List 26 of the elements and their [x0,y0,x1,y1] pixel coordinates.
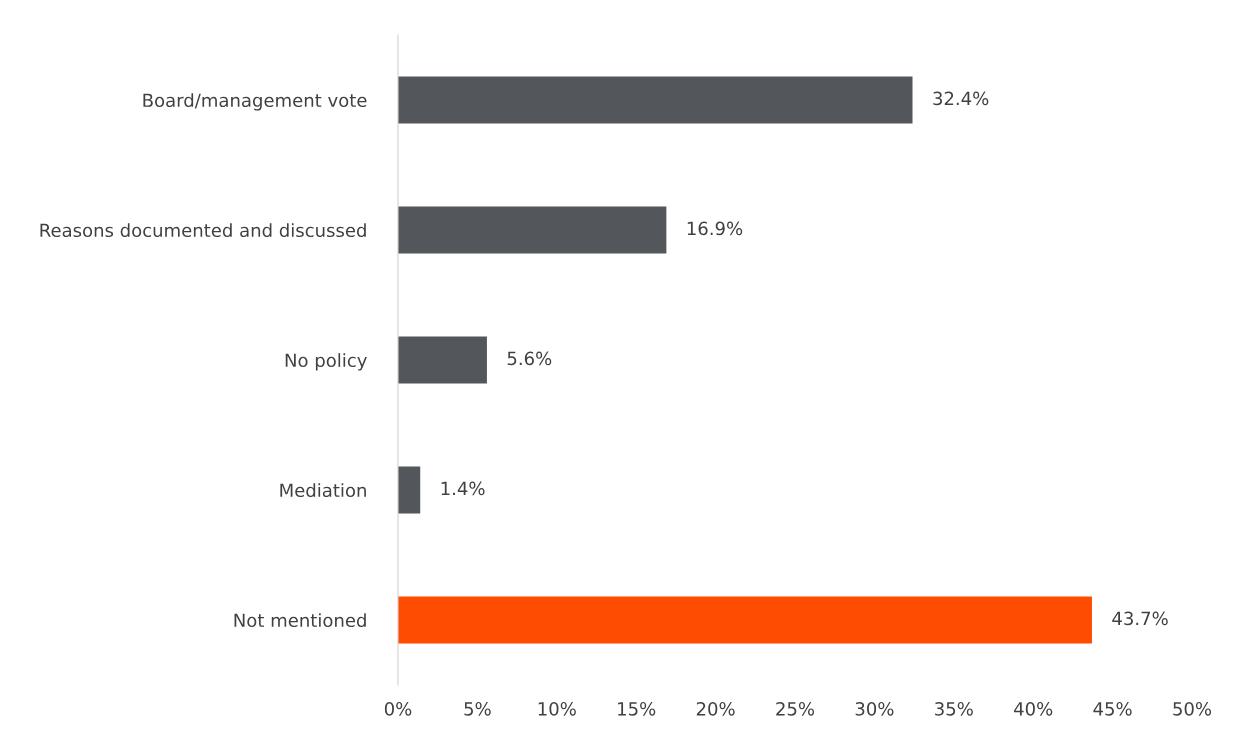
data-label: 5.6% [507,351,552,366]
data-label: 32.4% [933,91,989,106]
x-tick-label: 5% [464,701,491,716]
data-label: 43.7% [1112,611,1168,626]
bar [398,336,487,384]
y-tick-label: Board/management vote [143,93,367,111]
bar [398,466,421,514]
y-tick-label: No policy [285,353,367,371]
x-tick-label: 50% [1173,701,1212,716]
y-tick-label: Reasons documented and discussed [40,223,366,238]
x-tick-label: 30% [855,701,894,716]
x-tick-label: 40% [1014,701,1053,716]
x-tick-label: 25% [776,701,815,716]
x-tick-label: 0% [384,701,412,716]
data-label: 16.9% [687,221,743,236]
y-tick-label: Mediation [280,483,366,498]
x-tick-label: 45% [1093,701,1132,716]
data-label: 1.4% [441,481,485,496]
y-tick-label: Not mentioned [234,613,366,628]
x-tick-label: 35% [935,701,973,716]
x-tick-label: 10% [538,701,576,716]
x-tick-label: 20% [696,701,735,716]
bar [398,596,1092,644]
bar [398,76,913,124]
bar [398,206,667,254]
x-tick-label: 15% [618,701,656,716]
